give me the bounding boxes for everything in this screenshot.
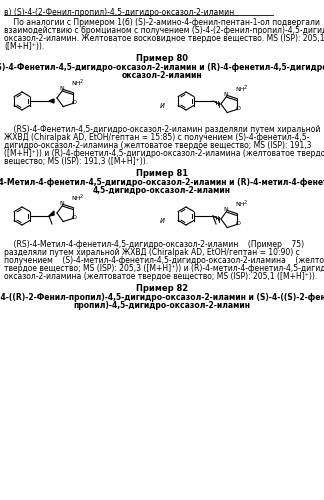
Text: 2: 2: [243, 85, 247, 90]
Text: (S)-4-((R)-2-Фенил-пропил)-4,5-дигидро-оксазол-2-иламин и (S)-4-((S)-2-фенил-: (S)-4-((R)-2-Фенил-пропил)-4,5-дигидро-о…: [0, 293, 324, 302]
Text: N: N: [224, 207, 229, 212]
Text: Пример 81: Пример 81: [136, 169, 188, 178]
Text: 2: 2: [79, 194, 82, 199]
Text: твердое вещество; MS (ISP): 205,3 ([M+H]⁺)) и (R)-4-метил-4-фенетил-4,5-дигидро-: твердое вещество; MS (ISP): 205,3 ([M+H]…: [4, 264, 324, 273]
Text: (RS)-4-Метил-4-фенетил-4,5-дигидро-оксазол-2-иламин    (Пример    75): (RS)-4-Метил-4-фенетил-4,5-дигидро-оксаз…: [4, 240, 304, 249]
Text: Пример 80: Пример 80: [136, 54, 188, 63]
Text: и: и: [159, 216, 165, 225]
Text: N: N: [60, 201, 64, 206]
Text: дигидро-оксазол-2-иламина (желтоватое твердое вещество; MS (ISP): 191,3: дигидро-оксазол-2-иламина (желтоватое тв…: [4, 141, 311, 150]
Text: оксазол-2-иламина (желтоватое твердое вещество; MS (ISP): 205,1 ([M+H]⁺)).: оксазол-2-иламина (желтоватое твердое ве…: [4, 272, 317, 281]
Text: N: N: [60, 86, 64, 91]
Text: O: O: [72, 100, 77, 105]
Text: (S)-4-Метил-4-фенетил-4,5-дигидро-оксазол-2-иламин и (R)-4-метил-4-фенетил-: (S)-4-Метил-4-фенетил-4,5-дигидро-оксазо…: [0, 178, 324, 187]
Text: ([M+H]⁺)) и (R)-4-фенетил-4,5-дигидро-оксазол-2-иламина (желтоватое твердое: ([M+H]⁺)) и (R)-4-фенетил-4,5-дигидро-ок…: [4, 149, 324, 158]
Text: вещество; MS (ISP): 191,3 ([M+H]⁺)).: вещество; MS (ISP): 191,3 ([M+H]⁺)).: [4, 157, 148, 166]
Text: 4,5-дигидро-оксазол-2-иламин: 4,5-дигидро-оксазол-2-иламин: [93, 186, 231, 195]
Text: 2: 2: [243, 200, 247, 205]
Text: разделяли путем хиральной ЖХВД (Chiralpak AD, EtOH/гептан = 10:90) с: разделяли путем хиральной ЖХВД (Chiralpa…: [4, 248, 300, 257]
Text: O: O: [236, 221, 241, 226]
Text: (S)-4-Фенетил-4,5-дигидро-оксазол-2-иламин и (R)-4-фенетил-4,5-дигидро-: (S)-4-Фенетил-4,5-дигидро-оксазол-2-илам…: [0, 63, 324, 72]
Text: (RS)-4-Фенетил-4,5-дигидро-оксазол-2-иламин разделяли путем хиральной: (RS)-4-Фенетил-4,5-дигидро-оксазол-2-ила…: [4, 125, 320, 134]
Text: N: N: [224, 92, 229, 97]
Text: Пример 82: Пример 82: [136, 284, 188, 293]
Text: взаимодействию с бромцианом с получением (S)-4-(2-фенил-пропил)-4,5-дигидро-: взаимодействию с бромцианом с получением…: [4, 26, 324, 35]
Text: оксазол-2-иламин. Желтоватое восковидное твердое вещество. MS (ISP): 205,1: оксазол-2-иламин. Желтоватое восковидное…: [4, 34, 324, 43]
Text: и: и: [159, 101, 165, 110]
Text: получением    (S)-4-метил-4-фенетил-4,5-дигидро-оксазол-2-иламина    (желтоватое: получением (S)-4-метил-4-фенетил-4,5-диг…: [4, 256, 324, 265]
Text: O: O: [72, 215, 77, 220]
Text: ЖХВД (Chiralpak AD, EtOH/гептан = 15:85) с получением (S)-4-фенетил-4,5-: ЖХВД (Chiralpak AD, EtOH/гептан = 15:85)…: [4, 133, 309, 142]
Text: ([M+H]⁺)).: ([M+H]⁺)).: [4, 42, 44, 51]
Text: NH: NH: [235, 87, 245, 92]
Text: O: O: [236, 106, 241, 111]
Text: 2: 2: [79, 79, 82, 84]
Text: NH: NH: [235, 202, 245, 207]
Text: пропил)-4,5-дигидро-оксазол-2-иламин: пропил)-4,5-дигидро-оксазол-2-иламин: [74, 301, 250, 310]
Polygon shape: [49, 211, 54, 216]
Text: NH: NH: [71, 81, 81, 86]
Text: оксазол-2-иламин: оксазол-2-иламин: [122, 71, 202, 80]
Polygon shape: [49, 99, 54, 103]
Text: NH: NH: [71, 196, 81, 201]
Text: в) (S)-4-(2-Фенил-пропил)-4,5-дигидро-оксазол-2-иламин: в) (S)-4-(2-Фенил-пропил)-4,5-дигидро-ок…: [4, 8, 234, 17]
Text: По аналогии с Примером 1(б) (S)-2-амино-4-фенил-пентан-1-ол подвергали: По аналогии с Примером 1(б) (S)-2-амино-…: [4, 18, 320, 27]
